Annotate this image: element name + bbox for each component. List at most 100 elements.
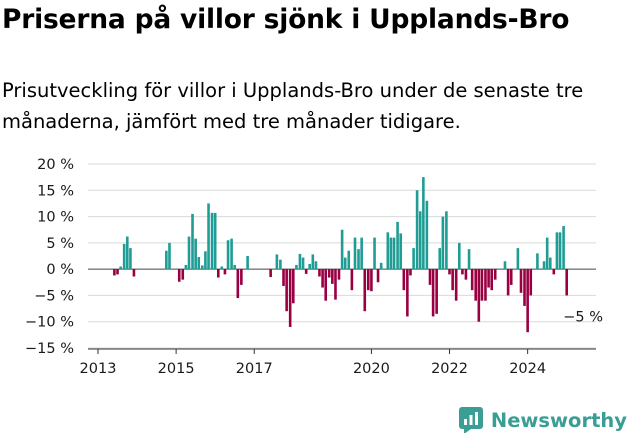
bar [431, 269, 435, 317]
bar [366, 269, 370, 291]
x-tick-label: 2022 [431, 361, 468, 377]
bar [223, 269, 227, 275]
bar [113, 269, 116, 276]
x-axis: 2013 2015 2017 2020 2022 2024 [80, 348, 596, 377]
bar [116, 269, 119, 275]
bar [350, 269, 354, 291]
bar [347, 250, 351, 270]
bar [194, 238, 197, 270]
bar [226, 240, 230, 270]
bar [565, 269, 569, 296]
bar [474, 269, 477, 301]
y-tick-label: 0 % [46, 262, 74, 278]
bar [464, 269, 468, 280]
bar [441, 216, 445, 270]
bar [493, 269, 497, 280]
bar [389, 237, 393, 270]
bar [396, 221, 399, 270]
chart-subtitle: Prisutveckling för villor i Upplands-Bro… [2, 79, 584, 133]
bar [279, 259, 282, 270]
bar [327, 269, 331, 278]
bar [122, 243, 126, 270]
bar [399, 233, 403, 270]
bar [246, 256, 249, 270]
bar [213, 212, 217, 270]
bar [555, 232, 559, 270]
bar [217, 269, 220, 278]
bar [340, 229, 344, 270]
bar [321, 269, 324, 288]
bar [334, 269, 337, 300]
bar [373, 237, 376, 270]
bar [343, 257, 347, 270]
y-tick-label: −5 % [34, 288, 74, 304]
bar [181, 269, 185, 280]
bar [204, 251, 207, 270]
bar [308, 263, 311, 270]
x-tick-label: 2013 [80, 361, 117, 377]
bar [406, 269, 409, 317]
bar [301, 257, 305, 270]
bar [132, 269, 136, 277]
bar [269, 269, 272, 278]
last-value-annotation: −5 % [563, 309, 603, 325]
bar [529, 269, 533, 296]
bar [240, 269, 243, 285]
bar [425, 200, 429, 270]
bar [360, 237, 363, 270]
bar [282, 269, 285, 286]
bar [125, 236, 129, 270]
y-tick-label: 15 % [37, 183, 74, 199]
bar [285, 269, 288, 312]
bar [558, 232, 562, 270]
bar [324, 269, 328, 301]
bar [477, 269, 481, 322]
bar [480, 269, 484, 301]
chart-title: Priserna på villor sjönk i Upplands-Bro [2, 4, 570, 35]
bar [337, 269, 341, 280]
bar [165, 250, 168, 270]
bar [129, 248, 132, 270]
bar [409, 269, 412, 276]
bar [331, 269, 334, 284]
bar [487, 269, 490, 288]
bar [451, 269, 454, 291]
bar [370, 269, 373, 292]
bar [542, 261, 546, 270]
bar [549, 257, 552, 270]
bar [304, 269, 308, 274]
bar [119, 266, 122, 270]
bar [236, 269, 240, 299]
bar [412, 248, 415, 270]
bar [392, 237, 396, 270]
bars [113, 177, 569, 333]
bar [295, 264, 298, 270]
bar [230, 238, 233, 270]
bar [379, 262, 383, 270]
bar [376, 269, 380, 283]
bar [298, 253, 302, 270]
y-tick-label: 5 % [46, 236, 74, 252]
brand-name: Newsworthy [490, 408, 627, 432]
x-tick-label: 2024 [509, 361, 546, 377]
bar [187, 236, 191, 270]
bar [428, 269, 432, 285]
bar [357, 249, 360, 270]
bar [291, 269, 295, 304]
bar [314, 261, 318, 270]
bar [536, 253, 539, 270]
bar [490, 269, 494, 291]
bar [353, 237, 357, 270]
bar [415, 190, 419, 270]
bar [220, 266, 224, 270]
bar [233, 264, 237, 270]
bar [386, 232, 390, 270]
bar [200, 265, 204, 270]
bar [503, 261, 507, 270]
y-tick-label: 20 % [37, 157, 74, 173]
x-tick-label: 2020 [353, 361, 390, 377]
y-tick-label: −15 % [25, 341, 74, 357]
bar [526, 269, 529, 333]
bar [402, 269, 406, 291]
